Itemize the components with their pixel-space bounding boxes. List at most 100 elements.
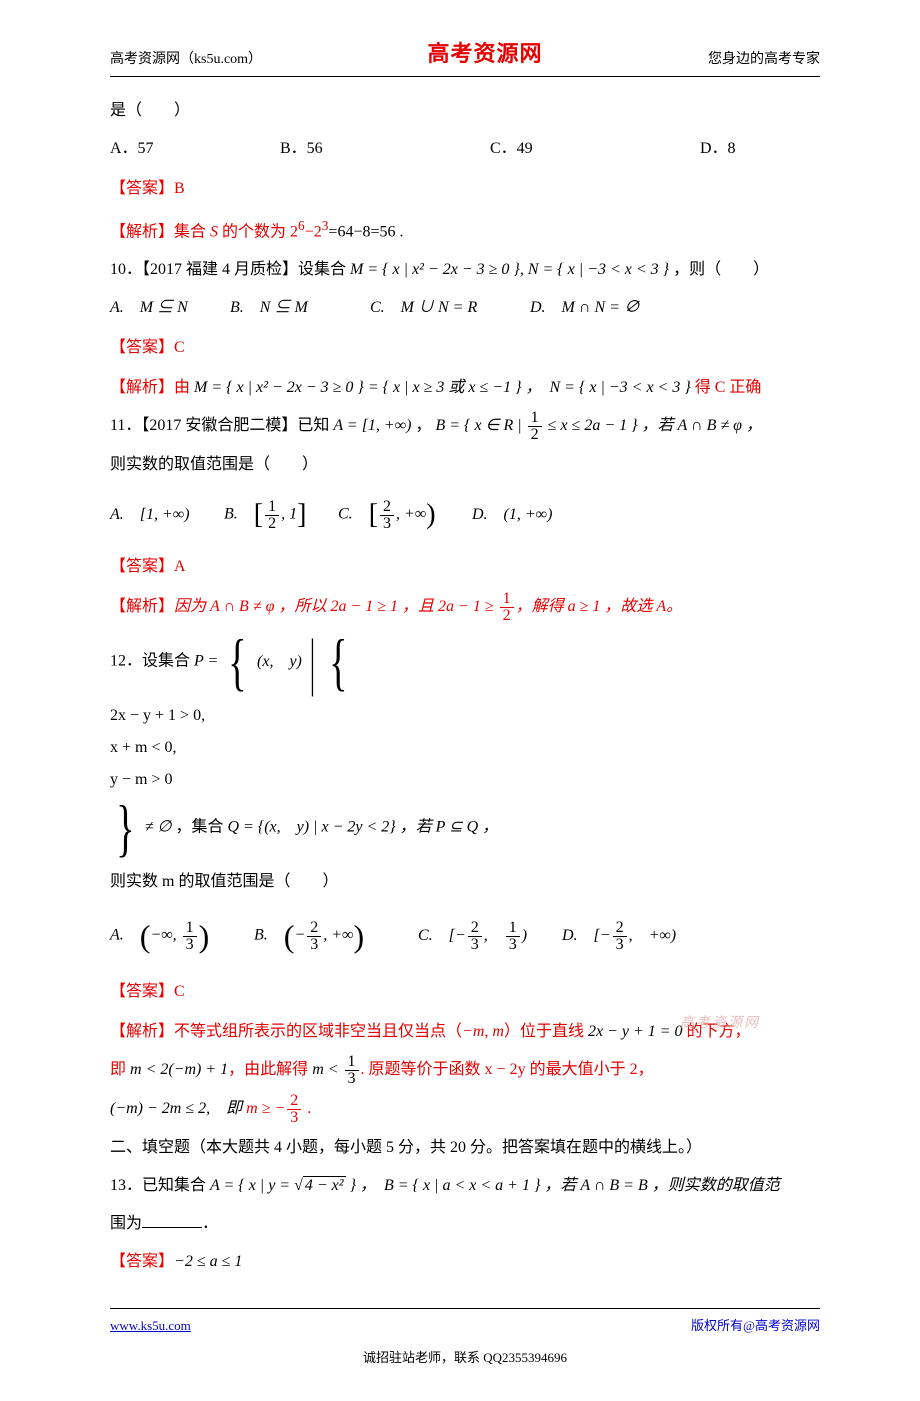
q12-brace-outer: { (x, y) | { — [222, 630, 357, 694]
q12-a2-den: 3 — [345, 1071, 359, 1087]
q12-a2-frac: 13 — [345, 1054, 359, 1087]
q12-a3-frac: 23 — [287, 1093, 301, 1126]
q12-a1-post: 的下方， — [683, 1023, 751, 1040]
q13-sqrtbody: 4 − x² — [303, 1176, 346, 1194]
q12-line2-txt: 则实数 m 的取值范围是（ ） — [110, 873, 338, 890]
q12-ob-r: ) — [353, 918, 364, 954]
q11-opt-a: A. [1, +∞) — [110, 499, 220, 531]
q13-pre: 13．已知集合 — [110, 1177, 210, 1194]
section2-title: 二、填空题（本大题共 4 小题，每小题 5 分，共 20 分。把答案填在题中的横… — [110, 1132, 820, 1164]
q13-apost: } — [346, 1177, 356, 1194]
q12-oa-l: ( — [140, 918, 151, 954]
brace-left-icon: { — [228, 630, 246, 694]
q12-oa-r: ) — [199, 918, 210, 954]
header-right: 您身边的高考专家 — [708, 46, 820, 74]
q12-ob-num: 2 — [307, 920, 321, 937]
q11-opt-d: D. (1, +∞) — [472, 499, 552, 531]
q12-ob-frac: 23 — [307, 920, 321, 953]
q9-options: A．57 B．56 C．49 D．8 — [110, 133, 820, 165]
q9-eq: =64−8=56 . — [328, 223, 403, 240]
header-center-logo: 高考资源网 — [428, 32, 543, 76]
footer-link[interactable]: www.ks5u.com — [110, 1313, 191, 1339]
q11-oc-r: ) — [426, 499, 435, 530]
q11-cond: ，若 A ∩ B ≠ φ ， — [642, 418, 762, 435]
q12-a2-num: 1 — [345, 1054, 359, 1071]
q12-a2-pre: 即 — [110, 1062, 130, 1079]
q11-ob-den: 2 — [265, 516, 279, 532]
q11-oc-frac: 23 — [380, 499, 394, 532]
q9-analysis: 【解析】集合 S 的个数为 26−23=64−8=56 . — [110, 213, 820, 248]
q12-sys3: y − m > 0 — [110, 764, 820, 796]
q13-answer: 【答案】−2 ≤ a ≤ 1 — [110, 1246, 820, 1278]
q11-opt-c: C. [23, +∞) — [338, 487, 468, 543]
q11-ob-pre: B. — [224, 506, 254, 523]
analysis-label: 【解析】 — [110, 223, 174, 240]
page-footer: www.ks5u.com 版权所有@高考资源网 — [110, 1308, 820, 1339]
q12-a1-pre: 不等式组所表示的区域非空当且仅当点（ — [174, 1023, 462, 1040]
document-page: 高考资源网（ks5u.com） 高考资源网 您身边的高考专家 是（ ） A．57… — [0, 0, 920, 1401]
q12-a2-mid: ，由此解得 — [228, 1062, 312, 1079]
q12-line2: 则实数 m 的取值范围是（ ） — [110, 866, 820, 898]
q12-sys1: 2x − y + 1 > 0, — [110, 700, 820, 732]
q12-ob-m1: − — [294, 927, 305, 944]
header-left: 高考资源网（ks5u.com） — [110, 46, 262, 74]
q9-answer: 【答案】B — [110, 173, 820, 205]
q11-bfrac-num: 1 — [528, 410, 542, 427]
q10-options: A. M ⊆ N B. N ⊆ M C. M ∪ N = R D. M ∩ N … — [110, 292, 820, 324]
q12-oc-n2: 1 — [506, 920, 520, 937]
q10-pre: 10．【2017 福建 4 月质检】设集合 — [110, 261, 350, 278]
q9-stem-tail: 是（ ） — [110, 95, 820, 127]
q12-qpre: ，集合 — [175, 819, 227, 836]
q10-mdef: M = { x | x² − 2x − 3 ≥ 0 }, N = { x | −… — [350, 261, 669, 278]
q12-od-num: 2 — [613, 920, 627, 937]
q11-answer: 【答案】A — [110, 551, 820, 583]
q11-bfrac: 12 — [528, 410, 542, 443]
q12-a1-eq: 2x − y + 1 = 0 — [588, 1023, 683, 1040]
q12-pre: 12．设集合 — [110, 653, 194, 670]
q12-oc-f2: 13 — [506, 920, 520, 953]
q11-analysis: 【解析】因为 A ∩ B ≠ φ ，所以 2a − 1 ≥ 1 ，且 2a − … — [110, 591, 820, 624]
q12-a2-mlt: m < — [312, 1062, 342, 1079]
q10-apre: 由 — [174, 379, 194, 396]
fill-blank — [142, 1211, 202, 1228]
brace-right-icon: } — [116, 796, 134, 860]
analysis-label: 【解析】 — [110, 599, 174, 616]
analysis-label: 【解析】 — [110, 1023, 174, 1040]
q13-ans-label: 【答案】 — [110, 1253, 174, 1270]
q12-opt-d: D. [−23, +∞) — [562, 920, 676, 953]
q12-qdef: Q = {(x, y) | x − 2y < 2} — [227, 819, 395, 836]
q12-a3-pre: (−m) − 2m ≤ 2, 即 — [110, 1101, 246, 1118]
q11-comma1: ， — [415, 418, 431, 435]
q12-a2-math: m < 2(−m) + 1 — [130, 1062, 228, 1079]
q11-oc-pre: C. — [338, 506, 369, 523]
q13-l2-post: ． — [202, 1215, 218, 1232]
q12-oc-m: , — [484, 927, 504, 944]
q13-cond: ，若 A ∩ B = B ，则实数的取值范 — [544, 1177, 779, 1194]
q9-minus: −2 — [305, 223, 322, 240]
q11-opt-b: B. [12, 1] — [224, 487, 334, 543]
q11-ap1: 因为 A ∩ B ≠ φ ， — [174, 599, 294, 616]
q9-exp1: 6 — [298, 218, 305, 233]
q11-ob-mid: , 1 — [281, 506, 297, 523]
q9-ana-mid: 的个数为 2 — [218, 223, 298, 240]
q12-ob-l: ( — [284, 918, 295, 954]
q12-oc-n1: 2 — [468, 920, 482, 937]
q12-cond: ，若 P ⊆ Q ， — [400, 819, 498, 836]
q12-a3-post: . — [303, 1101, 311, 1118]
q12-od-den: 3 — [613, 937, 627, 953]
q9-opt-d: D．8 — [700, 133, 780, 165]
q9-opt-b: B．56 — [280, 133, 490, 165]
q11-oc-num: 2 — [380, 499, 394, 516]
q11-pre: 11．【2017 安徽合肥二模】已知 — [110, 418, 333, 435]
q10-stem: 10．【2017 福建 4 月质检】设集合 M = { x | x² − 2x … — [110, 254, 820, 286]
q10-opt-c: C. M ∪ N = R — [370, 292, 530, 324]
q9-opt-c: C．49 — [490, 133, 700, 165]
q12-oc-post: ) — [522, 927, 527, 944]
q9-ana-s: S — [210, 223, 218, 240]
q13-ans-val: −2 ≤ a ≤ 1 — [174, 1253, 242, 1270]
q10-apost: 得 C 正确 — [691, 379, 762, 396]
q12-oc-pre: C. [− — [418, 927, 466, 944]
q12-tuple: (x, y) — [257, 653, 302, 670]
q12-ob-pre: B. — [254, 927, 284, 944]
q12-a1-pt: −m, m — [462, 1023, 504, 1040]
